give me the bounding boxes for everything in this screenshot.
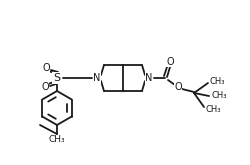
Text: O: O — [174, 82, 182, 92]
Text: CH₃: CH₃ — [211, 92, 226, 100]
Text: O: O — [41, 82, 49, 92]
Text: S: S — [54, 73, 60, 83]
Text: N: N — [93, 73, 101, 83]
Text: CH₃: CH₃ — [49, 134, 65, 144]
Text: O: O — [42, 63, 50, 73]
Text: N: N — [145, 73, 153, 83]
Text: CH₃: CH₃ — [206, 104, 222, 114]
Text: CH₃: CH₃ — [210, 78, 226, 86]
Text: O: O — [166, 57, 174, 67]
